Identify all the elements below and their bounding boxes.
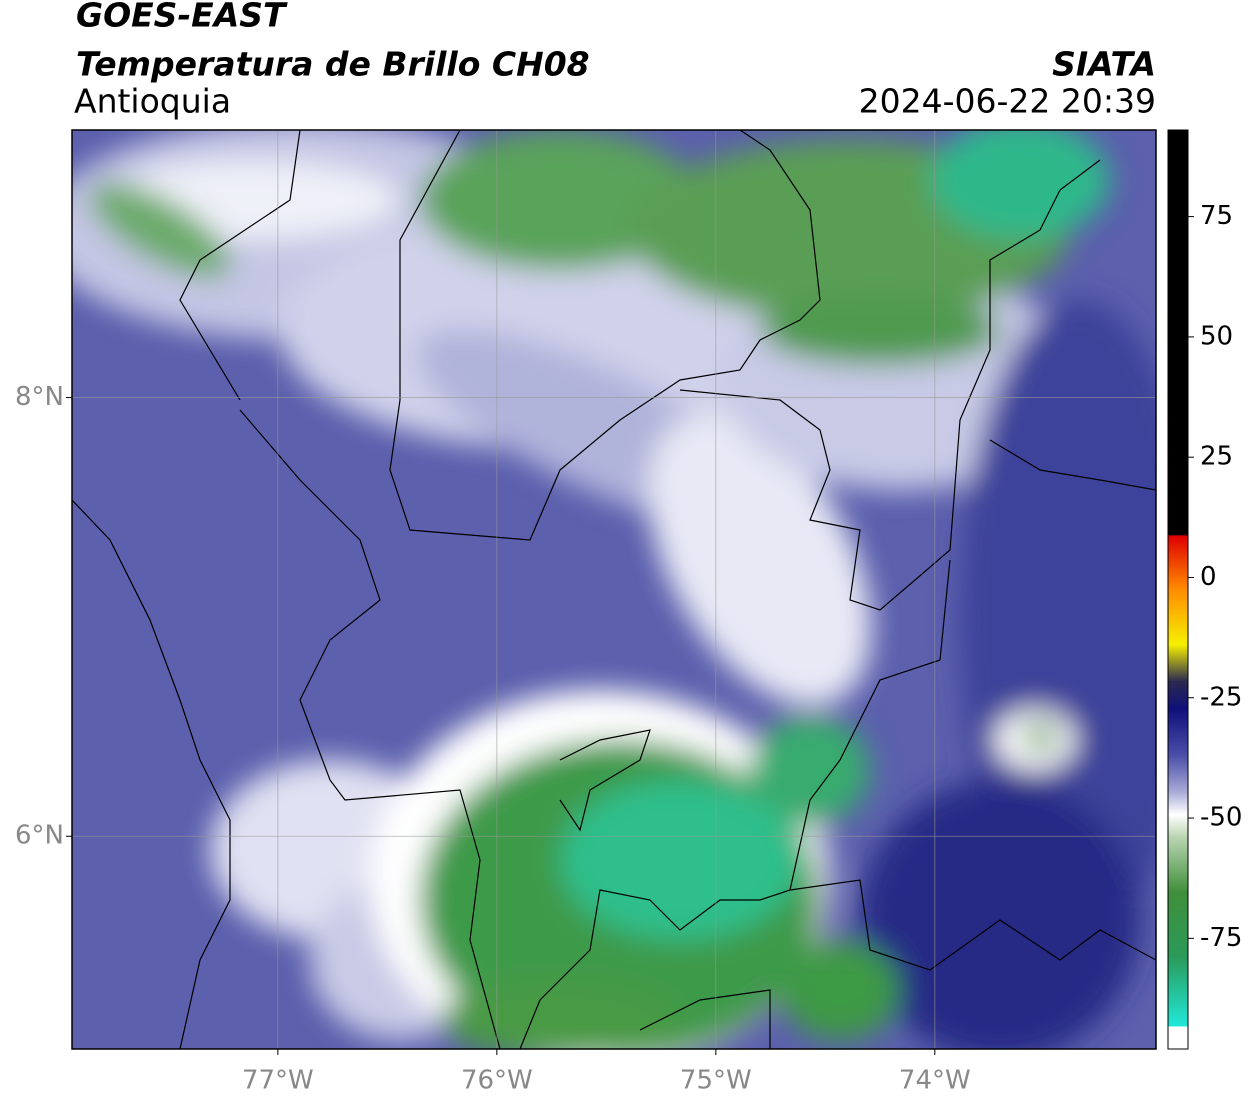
source: SIATA [1052,45,1156,84]
colorbar-tick-label: -75 [1200,923,1242,953]
x-tick-label: 77°W [242,1066,314,1096]
graticule [72,130,1156,1049]
y-tick-label: 8°N [15,382,64,412]
satellite-image [72,130,1156,1049]
x-tick-label: 74°W [899,1066,971,1096]
colorbar-tick-label: 0 [1200,562,1217,592]
colorbar-tick-label: -25 [1200,682,1242,712]
colorbar-tick-label: 75 [1200,201,1233,231]
colorbar [1167,129,1189,1050]
colorbar-tick-label: -50 [1200,803,1242,833]
product: Temperatura de Brillo CH08 [76,45,590,84]
map-frame [71,129,1157,1050]
colorbar-tick-label: 50 [1200,321,1233,351]
colorbar-tick-label: 25 [1200,442,1233,472]
datetime: 2024-06-22 20:39 [859,82,1156,121]
x-tick-label: 75°W [680,1066,752,1096]
x-tick-label: 76°W [461,1066,533,1096]
y-tick-label: 6°N [15,821,64,851]
satellite: GOES-EAST [76,0,288,35]
region: Antioquia [74,82,231,121]
borders [72,130,1156,1049]
